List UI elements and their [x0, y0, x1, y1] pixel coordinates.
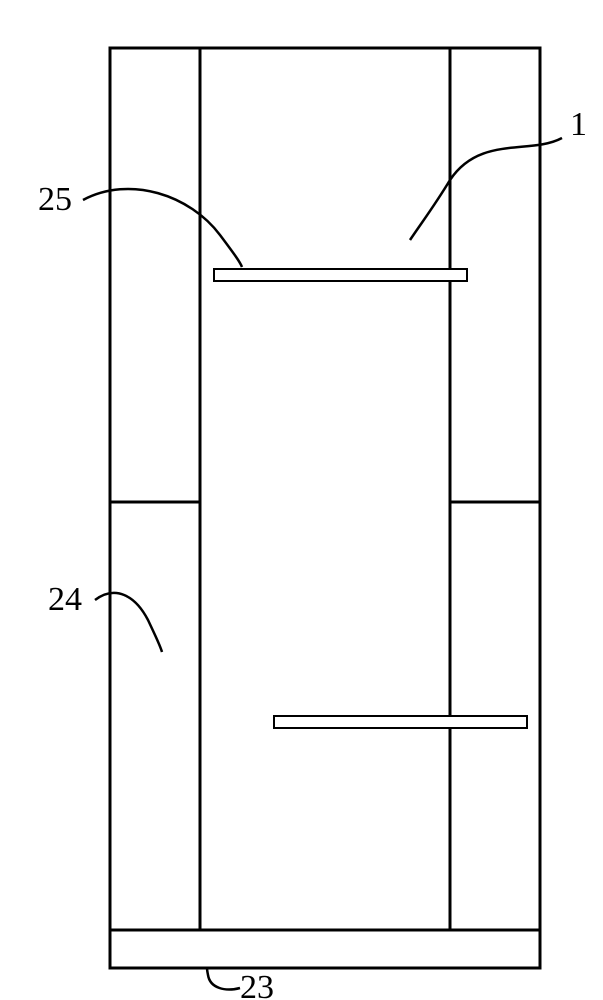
leader-25 — [83, 189, 242, 267]
label-24: 24 — [48, 581, 82, 618]
diagram-svg: 1 25 24 23 — [0, 0, 603, 1000]
label-1: 1 — [570, 106, 587, 143]
label-23: 23 — [240, 969, 274, 1000]
leader-24 — [95, 593, 162, 652]
plate-upper — [214, 269, 467, 281]
leader-23 — [207, 968, 240, 989]
label-25: 25 — [38, 181, 72, 218]
plate-lower — [274, 716, 527, 728]
outer-rect — [110, 48, 540, 968]
